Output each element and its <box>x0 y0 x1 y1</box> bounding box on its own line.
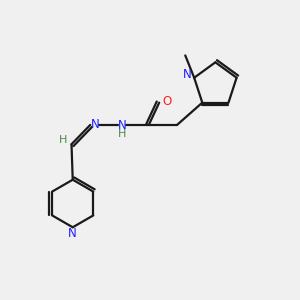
Text: N: N <box>118 119 126 132</box>
Text: N: N <box>68 227 77 240</box>
Text: N: N <box>182 68 191 81</box>
Text: N: N <box>91 118 100 131</box>
Text: O: O <box>162 95 171 108</box>
Text: H: H <box>118 129 126 139</box>
Text: H: H <box>59 135 68 145</box>
